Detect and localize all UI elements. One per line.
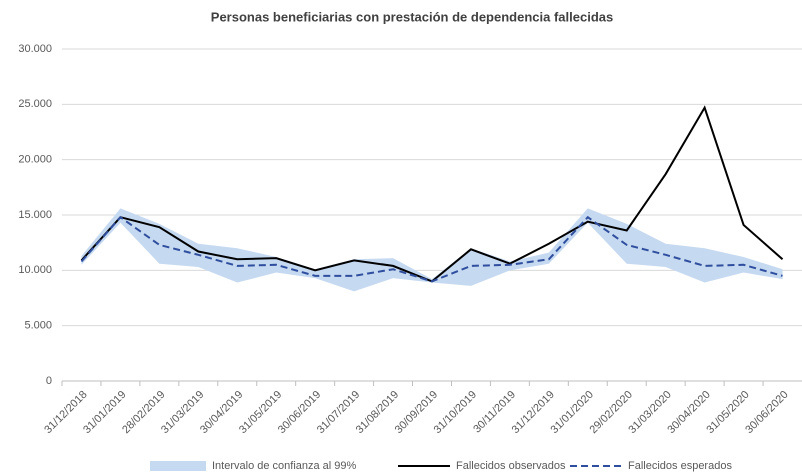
legend-label: Fallecidos observados xyxy=(456,460,566,472)
y-tick-label: 25.000 xyxy=(18,98,52,110)
line xyxy=(80,215,783,283)
y-tick-label: 0 xyxy=(46,375,52,387)
y-tick-label: 15.000 xyxy=(18,209,52,221)
y-tick-label: 20.000 xyxy=(18,154,52,166)
legend-label: Fallecidos esperados xyxy=(628,460,732,472)
confidence-band xyxy=(81,208,783,292)
legend-swatch xyxy=(150,461,206,471)
y-tick-label: 30.000 xyxy=(18,43,52,55)
y-tick-label: 10.000 xyxy=(18,264,52,276)
chart-title: Personas beneficiarias con prestación de… xyxy=(211,9,613,24)
y-tick-label: 5.000 xyxy=(24,320,52,332)
legend-label: Intervalo de confianza al 99% xyxy=(212,460,357,472)
